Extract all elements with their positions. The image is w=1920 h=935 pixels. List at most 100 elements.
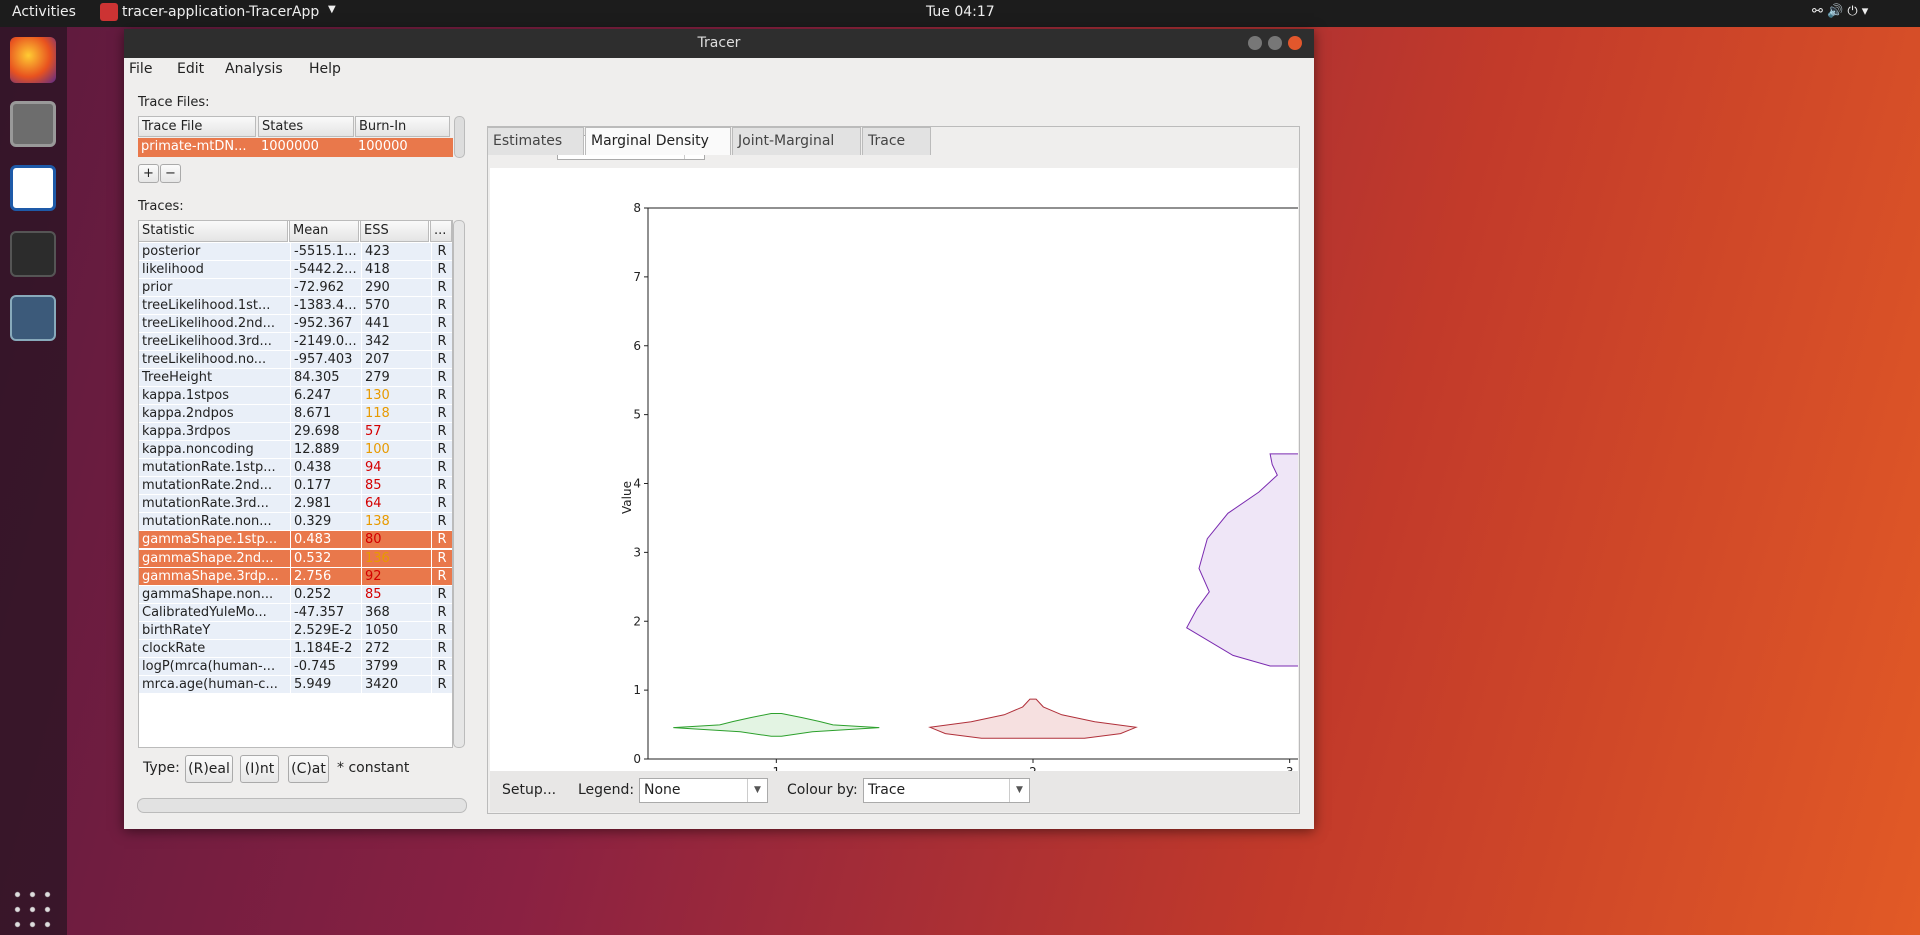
title-bar: Tracer <box>124 29 1314 58</box>
cell-ess: 423 <box>361 243 429 260</box>
app-menu[interactable]: tracer-application-TracerApp <box>122 4 320 20</box>
cell-type: R <box>431 495 452 513</box>
y-tick-label: 7 <box>633 270 641 284</box>
cell-mean: -1383.4... <box>290 297 359 315</box>
x-tick-label: 1 <box>773 765 781 771</box>
trace-row[interactable]: CalibratedYuleMo... -47.357 368 R <box>139 603 452 622</box>
cell: 100000 <box>358 139 408 154</box>
legend-dropdown[interactable]: None ▼ <box>639 778 768 803</box>
cell-mean: -2149.0... <box>290 333 359 351</box>
column-header: Trace File <box>138 116 256 137</box>
trace-files-table: Trace File States Burn-In primate-mtDN... 10… <box>138 116 453 186</box>
cell-ess: 57 <box>361 423 429 441</box>
traces-table: Statistic Mean ESS... posterior -5515.1... 42… <box>138 220 453 748</box>
cell-type: R <box>431 243 452 260</box>
type-button[interactable]: (R)eal <box>185 755 233 783</box>
type-legend: Type: (R)eal (I)nt (C)at * constant <box>138 755 468 783</box>
cell-statistic: gammaShape.1stp... <box>142 532 278 548</box>
menu-item[interactable]: Help <box>309 61 341 77</box>
trace-row[interactable]: treeLikelihood.no... -957.403 207 R <box>139 351 452 370</box>
colour-dropdown[interactable]: Trace ▼ <box>863 778 1030 803</box>
constant-note: * constant <box>337 760 410 776</box>
trace-row[interactable]: treeLikelihood.3rd... -2149.0... 342 R <box>139 333 452 352</box>
cell-statistic: treeLikelihood.3rd... <box>142 334 272 350</box>
cell-statistic: mutationRate.3rd... <box>142 496 269 512</box>
tab[interactable]: Trace <box>862 127 931 155</box>
cell-mean: -47.357 <box>290 603 359 621</box>
trace-row[interactable]: gammaShape.2nd... 0.532 136 R <box>139 549 452 568</box>
trace-file-row[interactable]: primate-mtDN... 1000000 100000 <box>138 138 453 157</box>
trace-row[interactable]: mutationRate.3rd... 2.981 64 R <box>139 495 452 514</box>
trace-row[interactable]: treeLikelihood.2nd... -952.367 441 R <box>139 315 452 334</box>
activities[interactable]: Activities <box>12 4 76 20</box>
legend-label: Legend: <box>578 782 635 798</box>
trace-row[interactable]: TreeHeight 84.305 279 R <box>139 369 452 388</box>
column-header: Mean <box>289 220 359 242</box>
menu-item[interactable]: Analysis <box>225 61 283 77</box>
java-icon[interactable] <box>10 295 56 341</box>
top-bar: Activities tracer-application-TracerApp … <box>0 0 1920 27</box>
menu-item[interactable]: File <box>129 61 153 77</box>
clock[interactable]: Tue 04:17 <box>926 4 995 20</box>
trace-row[interactable]: gammaShape.non... 0.252 85 R <box>139 585 452 604</box>
cell-ess: 130 <box>361 387 429 405</box>
cell-mean: -5442.2... <box>290 261 359 279</box>
colour-value: Trace <box>868 782 906 798</box>
cell-statistic: gammaShape.3rdp... <box>142 568 279 584</box>
tf-button[interactable]: + <box>138 164 159 183</box>
trace-row[interactable]: treeLikelihood.1st... -1383.4... 570 R <box>139 297 452 316</box>
scrollbar[interactable] <box>453 220 465 748</box>
trace-row[interactable]: mutationRate.2nd... 0.177 85 R <box>139 477 452 496</box>
files-icon[interactable] <box>10 101 56 147</box>
status-icons[interactable]: ⚯ 🔊 ⏻ ▾ <box>1812 4 1869 19</box>
terminal-icon[interactable] <box>10 231 56 277</box>
trace-row[interactable]: birthRateY 2.529E-2 1050 R <box>139 621 452 640</box>
scrollbar[interactable] <box>454 116 465 158</box>
cell-statistic: treeLikelihood.2nd... <box>142 316 275 332</box>
cell-type: R <box>431 621 452 639</box>
cell-type: R <box>431 423 452 441</box>
firefox-icon[interactable] <box>10 37 56 83</box>
trace-row[interactable]: kappa.3rdpos 29.698 57 R <box>139 423 452 442</box>
cell-ess: 368 <box>361 603 429 621</box>
cell-statistic: CalibratedYuleMo... <box>142 604 267 620</box>
trace-row[interactable]: mrca.age(human-c... 5.949 3420 R <box>139 675 452 694</box>
setup-button[interactable]: Setup... <box>502 782 557 798</box>
cell-mean: 6.247 <box>290 387 359 405</box>
window-title: Tracer <box>697 35 741 51</box>
trace-row[interactable]: kappa.noncoding 12.889 100 R <box>139 441 452 460</box>
cell-statistic: TreeHeight <box>142 370 213 386</box>
y-axis-label: Value <box>620 481 634 514</box>
tf-button[interactable]: − <box>160 164 181 183</box>
window-controls[interactable] <box>1248 36 1306 51</box>
menu-item[interactable]: Edit <box>177 61 205 77</box>
trace-row[interactable]: gammaShape.3rdp... 2.756 92 R <box>139 567 452 586</box>
cell-mean: -72.962 <box>290 279 359 297</box>
trace-row[interactable]: prior -72.962 290 R <box>139 279 452 298</box>
trace-row[interactable]: mutationRate.1stp... 0.438 94 R <box>139 459 452 478</box>
trace-row[interactable]: clockRate 1.184E-2 272 R <box>139 639 452 658</box>
type-button[interactable]: (I)nt <box>240 755 279 783</box>
y-tick-label: 4 <box>633 477 641 491</box>
apps-grid[interactable] <box>10 887 56 933</box>
trace-row[interactable]: posterior -5515.1... 423 R <box>139 243 452 261</box>
writer-icon[interactable] <box>10 165 56 211</box>
type-button[interactable]: (C)at <box>288 755 329 783</box>
cell-type: R <box>431 567 452 585</box>
trace-row[interactable]: gammaShape.1stp... 0.483 80 R <box>139 531 452 550</box>
trace-row[interactable]: likelihood -5442.2... 418 R <box>139 261 452 280</box>
cell-ess: 290 <box>361 279 429 297</box>
tab[interactable]: Marginal Density <box>585 127 731 155</box>
trace-row[interactable]: mutationRate.non... 0.329 138 R <box>139 513 452 532</box>
tab[interactable]: Joint-Marginal <box>732 127 861 155</box>
plot-background <box>490 168 1298 771</box>
horizontal-scrollbar[interactable] <box>137 798 467 813</box>
tab[interactable]: Estimates <box>487 127 584 155</box>
cell-ess: 118 <box>361 405 429 423</box>
trace-row[interactable]: logP(mrca(human-... -0.745 3799 R <box>139 657 452 676</box>
cell-ess: 136 <box>361 549 429 567</box>
trace-row[interactable]: kappa.1stpos 6.247 130 R <box>139 387 452 406</box>
trace-row[interactable]: kappa.2ndpos 8.671 118 R <box>139 405 452 424</box>
cell: 1000000 <box>261 139 319 154</box>
